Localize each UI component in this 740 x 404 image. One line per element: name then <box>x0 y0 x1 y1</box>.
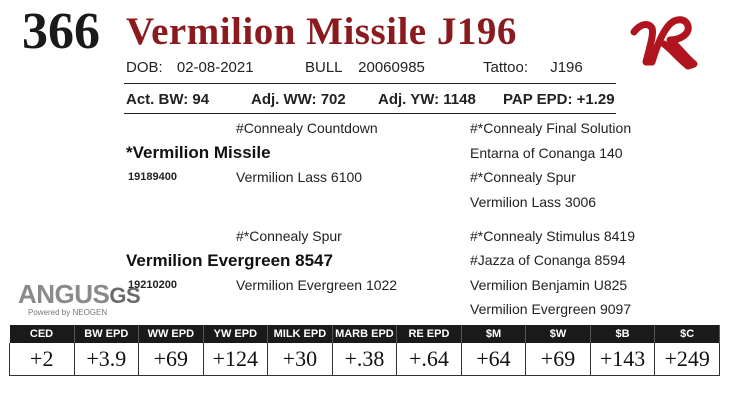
sire-dam-sire: #*Connealy Spur <box>470 169 576 185</box>
sire-sire-sire: #*Connealy Final Solution <box>470 120 632 136</box>
sire-sire-dam: Entarna of Conanga 140 <box>470 145 623 161</box>
dam-sire: #*Connealy Spur <box>236 228 342 244</box>
epd-header-c: $C <box>654 325 720 343</box>
epd-value-row: +2 +3.9 +69 +124 +30 +.38 +.64 +64 +69 +… <box>9 343 720 376</box>
tattoo-value: J196 <box>550 59 583 76</box>
sire-registration: 19189400 <box>128 171 177 183</box>
angus-gs-suffix: GS <box>109 283 141 308</box>
divider-1 <box>124 83 616 84</box>
sire-name: *Vermilion Missile <box>126 143 271 162</box>
epd-value-milk: +30 <box>267 343 333 376</box>
divider-2 <box>124 113 616 114</box>
sex-label: BULL <box>305 59 342 76</box>
dob-line: DOB: 02-08-2021 <box>126 59 254 76</box>
animal-name: Vermilion Missile J196 <box>126 10 517 53</box>
epd-header-m: $M <box>461 325 527 343</box>
powered-by-neogen: Powered by NEOGEN <box>28 308 108 317</box>
epd-value-marb: +.38 <box>332 343 398 376</box>
tattoo-label: Tattoo: <box>483 59 529 76</box>
sire-dam: Vermilion Lass 6100 <box>236 169 363 185</box>
adj-ww: Adj. WW: 702 <box>251 91 346 108</box>
pap-epd: PAP EPD: +1.29 <box>503 91 615 108</box>
dam-dam-sire: Vermilion Benjamin U825 <box>470 277 628 293</box>
epd-value-m: +64 <box>461 343 527 376</box>
epd-table: CED BW EPD WW EPD YW EPD MILK EPD MARB E… <box>9 325 720 376</box>
dam-sire-sire: #*Connealy Stimulus 8419 <box>470 228 635 244</box>
dam-name: Vermilion Evergreen 8547 <box>126 251 333 270</box>
epd-header-b: $B <box>590 325 656 343</box>
act-bw: Act. BW: 94 <box>126 91 210 108</box>
epd-header-milk: MILK EPD <box>267 325 333 343</box>
epd-header-marb: MARB EPD <box>332 325 398 343</box>
sire-sire: #Connealy Countdown <box>236 120 378 136</box>
epd-value-c: +249 <box>654 343 720 376</box>
epd-value-yw: +124 <box>203 343 269 376</box>
epd-value-w: +69 <box>525 343 591 376</box>
epd-header-yw: YW EPD <box>203 325 269 343</box>
registration-line: BULL 20060985 <box>305 59 425 76</box>
lot-number: 366 <box>22 3 100 60</box>
epd-value-bw: +3.9 <box>74 343 140 376</box>
angus-gs-logo: ANGUSGS <box>18 279 141 309</box>
epd-header-ww: WW EPD <box>138 325 204 343</box>
epd-value-ww: +69 <box>138 343 204 376</box>
epd-header-re: RE EPD <box>396 325 462 343</box>
epd-header-ced: CED <box>9 325 75 343</box>
epd-value-re: +.64 <box>396 343 462 376</box>
epd-value-b: +143 <box>590 343 656 376</box>
registration-number: 20060985 <box>358 59 425 76</box>
vermilion-ranch-logo <box>630 16 698 70</box>
sire-dam-dam: Vermilion Lass 3006 <box>470 194 597 210</box>
dam-sire-dam: #Jazza of Conanga 8594 <box>470 252 626 268</box>
dam-dam: Vermilion Evergreen 1022 <box>236 277 398 293</box>
adj-yw: Adj. YW: 1148 <box>378 91 476 108</box>
angus-brand: ANGUS <box>18 279 110 309</box>
epd-header-w: $W <box>525 325 591 343</box>
epd-header-bw: BW EPD <box>74 325 140 343</box>
dob-label: DOB: <box>126 59 163 76</box>
dam-dam-dam: Vermilion Evergreen 9097 <box>470 301 632 317</box>
dob-value: 02-08-2021 <box>176 59 254 76</box>
epd-header-row: CED BW EPD WW EPD YW EPD MILK EPD MARB E… <box>9 325 720 343</box>
tattoo-line: Tattoo: J196 <box>483 59 583 76</box>
dam-registration: 19210200 <box>128 279 177 291</box>
epd-value-ced: +2 <box>9 343 75 376</box>
